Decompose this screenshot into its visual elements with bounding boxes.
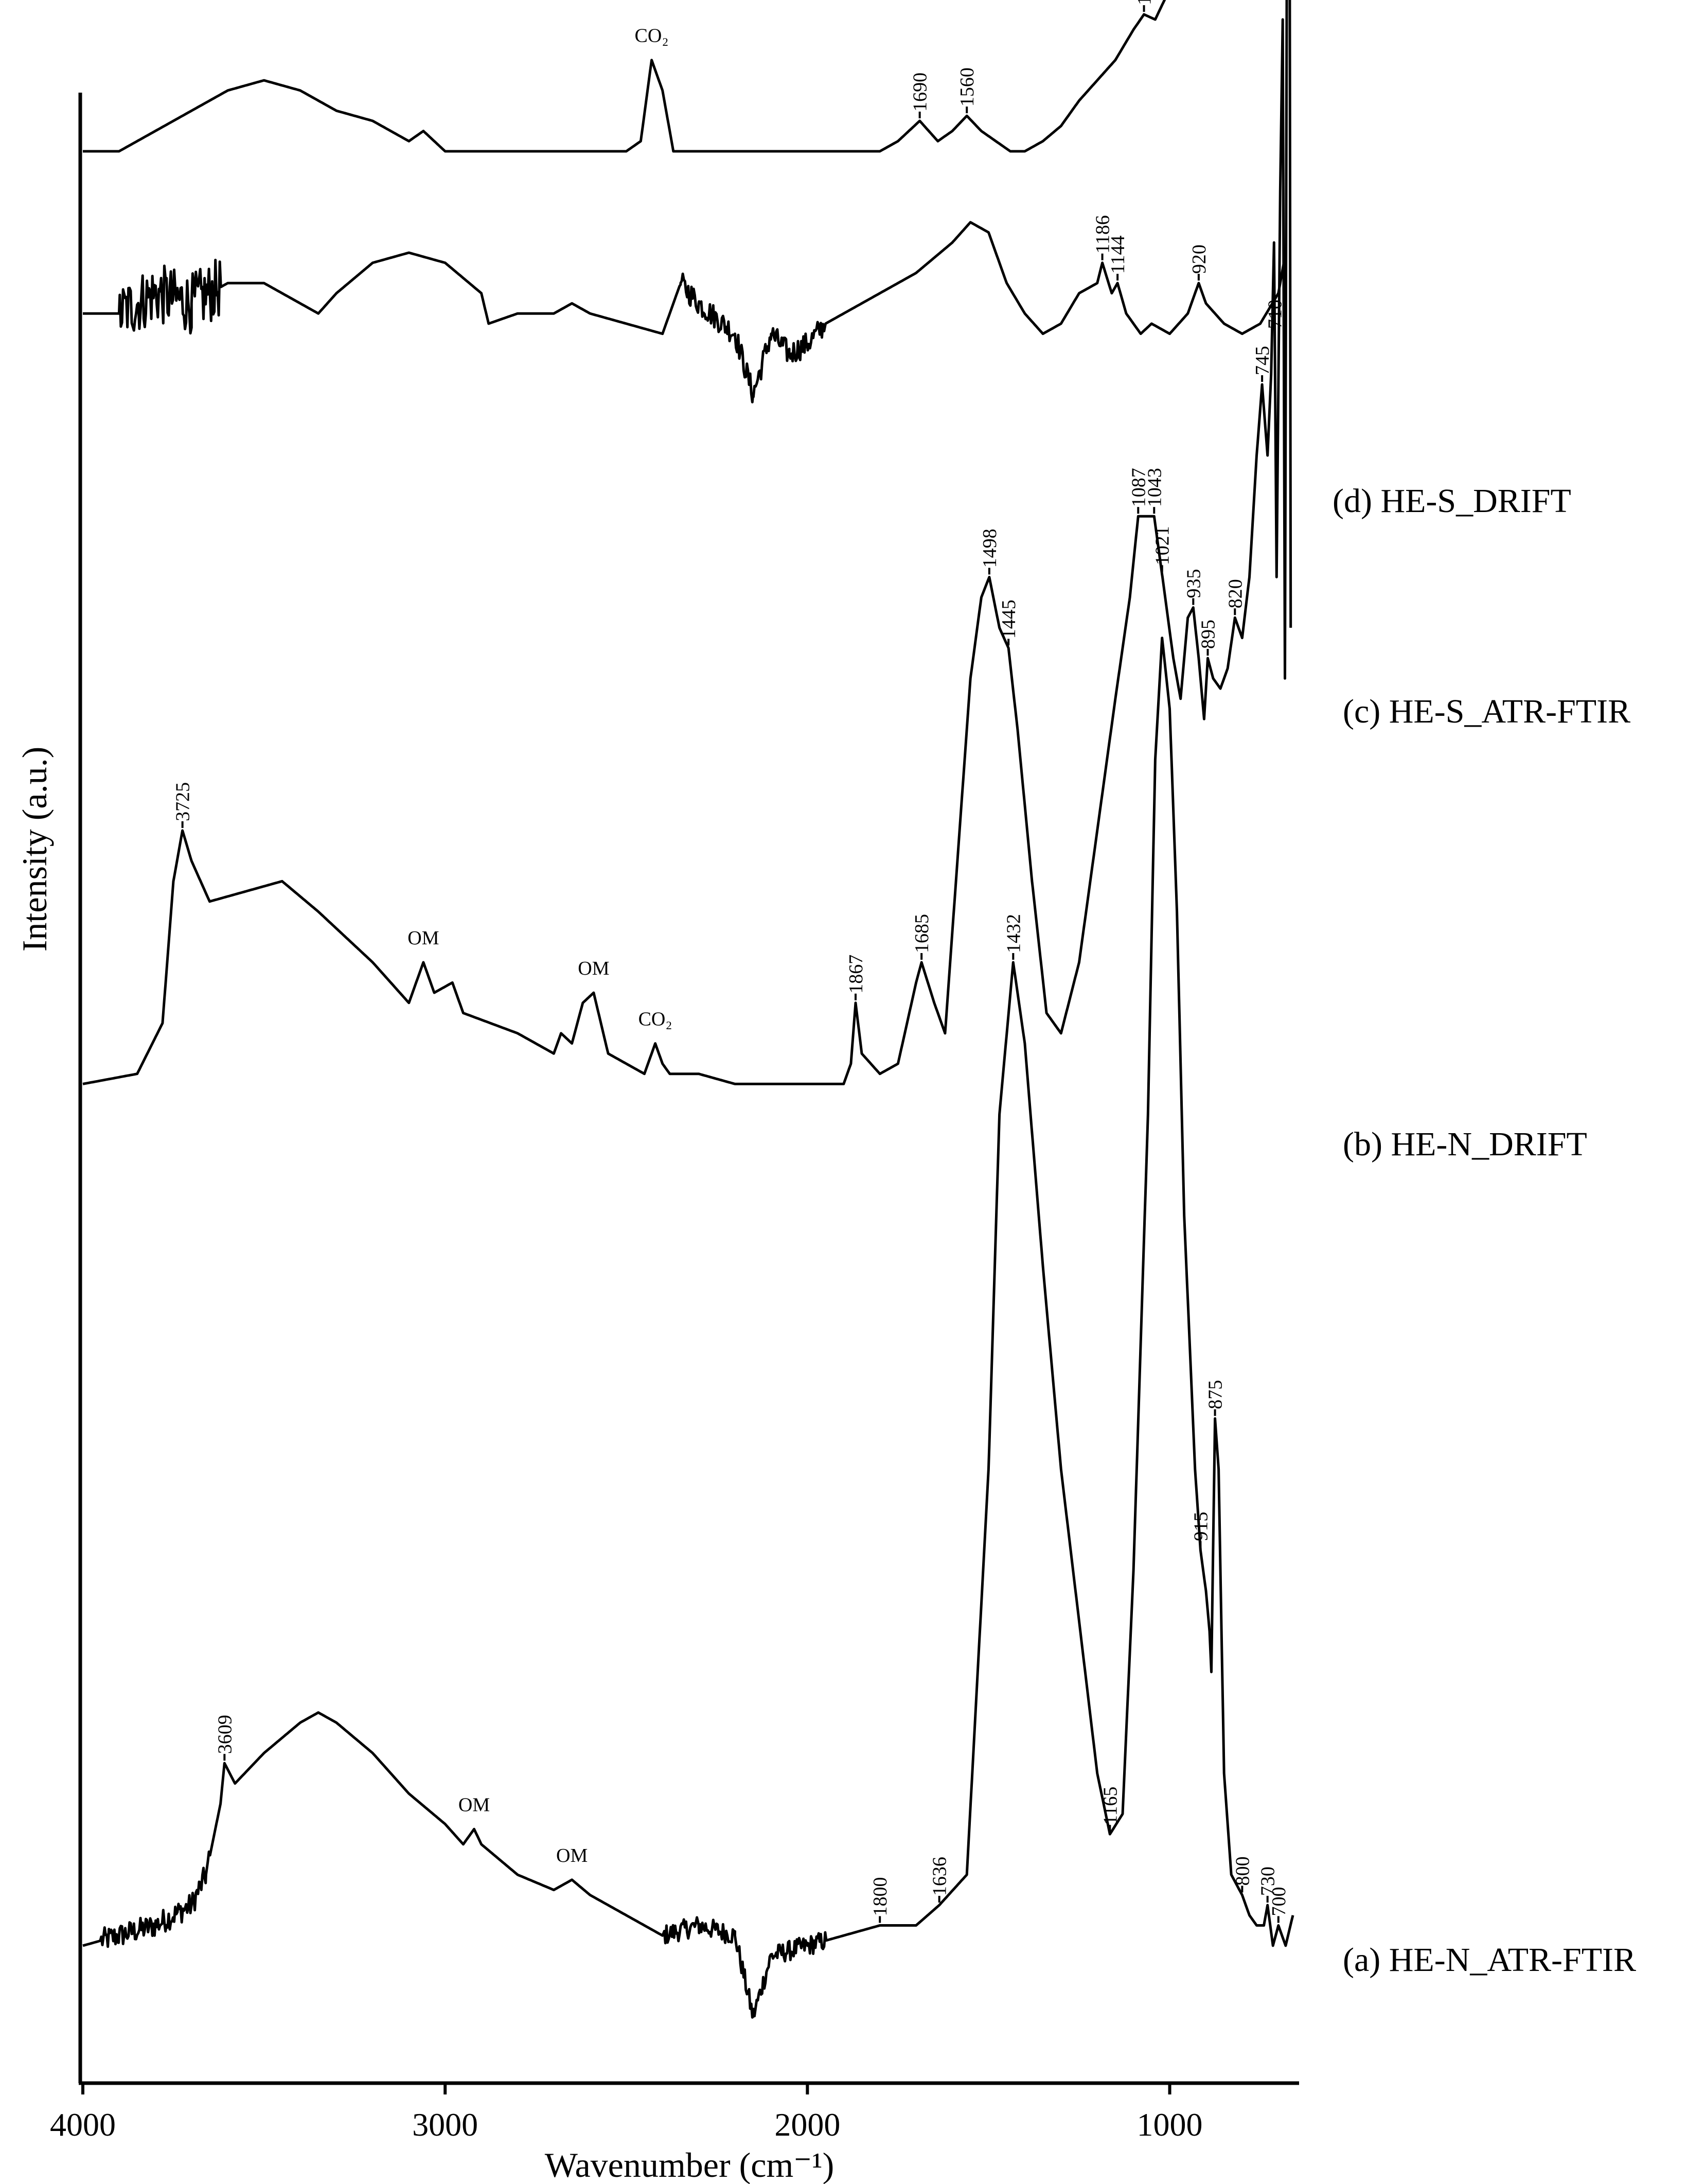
peak-label-1-15: 710 [1265, 300, 1286, 329]
series-line-1 [82, 0, 1292, 1085]
peak-label-1-8: 1087 [1128, 468, 1149, 507]
peak-label-0-7: 915 [1190, 1512, 1212, 1541]
series-line-2 [82, 221, 1287, 403]
peak-label-1-5: 1685 [911, 914, 933, 953]
peak-label-0-9: 800 [1232, 1856, 1253, 1886]
peak-label-0-5: 1432 [1003, 914, 1024, 953]
peak-label-1-2: OM [578, 958, 609, 979]
peak-label-1-7: 1445 [998, 600, 1020, 639]
peak-label-0-0: 3609 [214, 1715, 236, 1754]
peak-label-3-1: 1690 [910, 73, 931, 112]
peak-label-1-13: 820 [1224, 579, 1246, 608]
peak-label-1-10: 1021 [1152, 526, 1174, 565]
peak-label-3-0: CO₂ [635, 25, 669, 47]
y-axis-title: Intensity (a.u.) [15, 747, 54, 952]
peak-label-0-8: 875 [1205, 1380, 1227, 1410]
peak-label-1-3: CO₂ [638, 1009, 672, 1030]
peak-label-1-11: 935 [1183, 569, 1204, 598]
peak-label-1-0: 3725 [172, 782, 194, 821]
peak-label-0-4: 1636 [929, 1857, 951, 1896]
series-label-2: (c) HE-S_ATR-FTIR [1343, 693, 1630, 730]
x-ticks: 4000 3000 2000 1000 [50, 2083, 1203, 2143]
peak-label-1-14: 745 [1252, 346, 1273, 375]
peak-label-2-0: 1186 [1092, 215, 1114, 254]
peak-label-2-2: 920 [1188, 244, 1210, 274]
x-tick-label-2000: 2000 [774, 2106, 840, 2143]
peak-label-1-12: 895 [1198, 620, 1219, 649]
peak-label-3-3: 1071 [1134, 0, 1156, 5]
series-label-3: (d) HE-S_DRIFT [1333, 482, 1571, 520]
peak-label-3-2: 1560 [956, 67, 978, 107]
peak-label-0-11: 700 [1268, 1887, 1290, 1916]
peak-label-1-4: 1867 [845, 955, 867, 994]
peak-label-1-9: 1043 [1144, 468, 1165, 507]
peak-label-0-1: OM [458, 1794, 490, 1816]
spectra [82, 0, 1294, 2019]
series-line-0 [82, 637, 1294, 2019]
peak-label-2-1: 1144 [1107, 236, 1129, 274]
peak-label-0-3: 1800 [869, 1877, 891, 1916]
peak-label-1-6: 1498 [979, 529, 1001, 568]
series-label-0: (a) HE-N_ATR-FTIR [1343, 1941, 1636, 1979]
x-axis-title: Wavenumber (cm⁻¹) [545, 2145, 834, 2184]
x-tick-label-4000: 4000 [50, 2106, 116, 2143]
x-tick-label-3000: 3000 [412, 2106, 478, 2143]
peak-label-0-2: OM [556, 1845, 588, 1866]
peak-label-0-6: 1165 [1099, 1787, 1121, 1825]
axes [78, 93, 1299, 2085]
series-labels: (a) HE-N_ATR-FTIR (b) HE-N_DRIFT (c) HE-S_… [1333, 482, 1636, 1979]
peak-label-1-1: OM [407, 927, 439, 949]
x-tick-label-1000: 1000 [1137, 2106, 1203, 2143]
series-line-3 [82, 0, 1166, 153]
series-label-1: (b) HE-N_DRIFT [1343, 1125, 1587, 1163]
peak-label-0-10: 730 [1257, 1866, 1279, 1896]
